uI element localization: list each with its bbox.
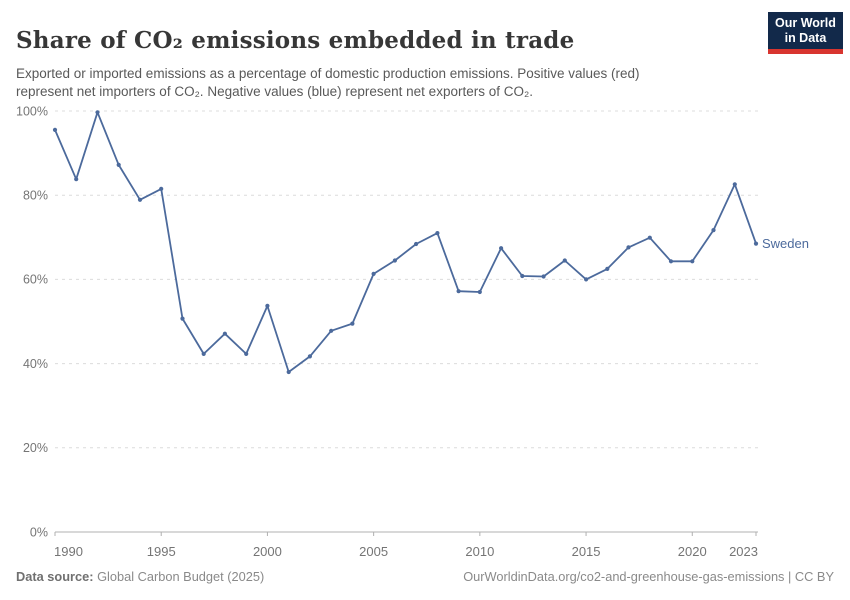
data-point-2020[interactable]	[690, 259, 695, 264]
y-tick-label: 60%	[23, 273, 48, 287]
citation-link[interactable]: OurWorldinData.org/co2-and-greenhouse-ga…	[463, 569, 834, 584]
data-point-2013[interactable]	[541, 274, 546, 279]
x-tick-label: 1990	[54, 544, 83, 559]
y-tick-label: 100%	[16, 104, 48, 118]
data-point-2018[interactable]	[647, 235, 652, 240]
data-point-2003[interactable]	[329, 328, 334, 333]
data-point-1990[interactable]	[52, 127, 58, 132]
data-point-1993[interactable]	[116, 162, 121, 167]
data-point-2015[interactable]	[584, 277, 589, 282]
x-tick-label: 2010	[465, 544, 494, 559]
data-point-1992[interactable]	[95, 110, 100, 115]
data-point-2009[interactable]	[456, 289, 461, 294]
series-line-sweden[interactable]	[54, 111, 757, 373]
data-point-1996[interactable]	[180, 316, 185, 321]
owid-logo-line1: Our World	[775, 16, 836, 30]
chart-subtitle: Exported or imported emissions as a perc…	[16, 65, 640, 100]
x-tick-label: 2015	[572, 544, 601, 559]
x-tick-label: 2020	[678, 544, 707, 559]
data-point-2000[interactable]	[265, 303, 270, 308]
data-point-2006[interactable]	[392, 258, 397, 263]
data-point-2021[interactable]	[711, 228, 716, 233]
y-tick-label: 0%	[30, 525, 48, 539]
data-point-2016[interactable]	[605, 266, 610, 271]
data-point-1998[interactable]	[222, 331, 227, 336]
data-point-2014[interactable]	[562, 258, 567, 263]
data-point-1991[interactable]	[74, 177, 79, 182]
data-source: Data source: Global Carbon Budget (2025)	[16, 569, 264, 584]
data-point-2012[interactable]	[520, 273, 525, 279]
page-title: Share of CO₂ emissions embedded in trade	[16, 27, 575, 55]
data-point-1994[interactable]	[137, 197, 143, 202]
data-point-2023[interactable]	[753, 241, 759, 246]
data-point-2011[interactable]	[499, 246, 504, 251]
data-point-2002[interactable]	[307, 354, 312, 359]
entity-label-sweden[interactable]: Sweden	[762, 236, 809, 251]
y-tick-label: 20%	[23, 441, 48, 455]
data-point-1995[interactable]	[159, 186, 164, 191]
data-source-text: Global Carbon Budget (2025)	[93, 569, 265, 584]
chart-footer: Data source: Global Carbon Budget (2025)…	[16, 569, 834, 584]
data-point-2010[interactable]	[477, 289, 482, 295]
y-tick-label: 80%	[23, 189, 48, 203]
data-point-2001[interactable]	[286, 369, 291, 375]
data-point-2007[interactable]	[414, 241, 419, 247]
data-point-2004[interactable]	[350, 321, 355, 326]
x-tick-label: 2023	[729, 544, 758, 559]
data-source-label: Data source:	[16, 569, 94, 584]
data-point-2005[interactable]	[371, 271, 376, 276]
data-point-2017[interactable]	[626, 245, 631, 250]
x-tick-label: 1995	[147, 544, 176, 559]
data-point-2019[interactable]	[668, 259, 674, 264]
data-point-1999[interactable]	[244, 351, 249, 356]
owid-logo-line2: in Data	[784, 31, 827, 46]
y-tick-label: 40%	[23, 357, 48, 371]
data-point-2008[interactable]	[435, 231, 440, 236]
x-tick-label: 2000	[253, 544, 282, 559]
owid-logo[interactable]: Our World in Data	[768, 12, 843, 54]
x-tick-label: 2005	[359, 544, 388, 559]
data-point-1997[interactable]	[201, 351, 206, 356]
data-point-2022[interactable]	[732, 182, 737, 187]
